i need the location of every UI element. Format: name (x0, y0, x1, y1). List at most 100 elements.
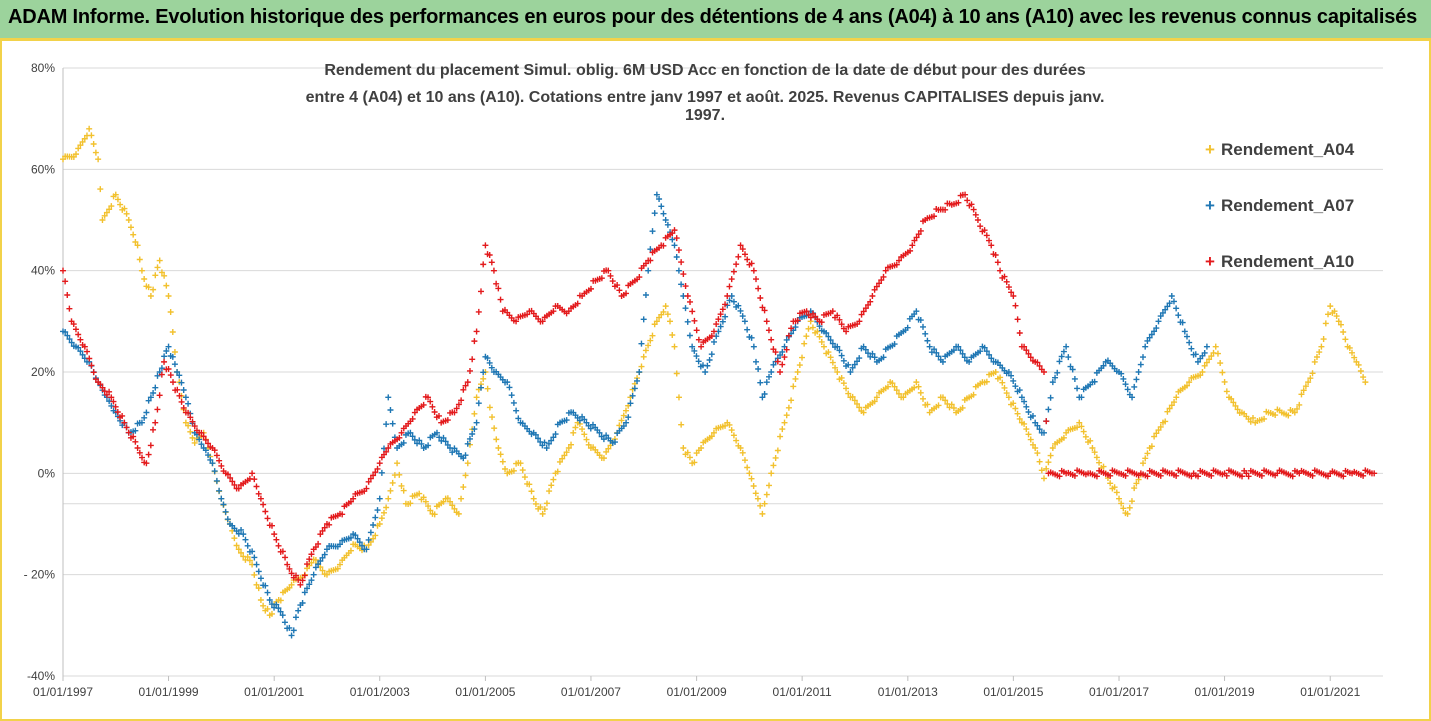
data-point (1032, 419, 1039, 426)
data-point (882, 267, 889, 274)
data-point (1232, 402, 1239, 409)
data-point (158, 371, 165, 378)
data-point (370, 472, 377, 479)
data-point (297, 581, 304, 588)
data-point (279, 548, 286, 555)
data-point (629, 392, 636, 399)
y-tick-label: 80% (31, 61, 55, 75)
data-point (506, 384, 513, 391)
data-point (1078, 394, 1085, 401)
data-point (310, 571, 317, 578)
data-point (845, 390, 852, 397)
data-point (447, 498, 454, 505)
data-point (1023, 426, 1030, 433)
data-point (744, 326, 751, 333)
data-point (156, 392, 163, 399)
data-point (838, 374, 845, 381)
data-point (1340, 329, 1347, 335)
data-point (590, 277, 597, 284)
data-point (84, 348, 91, 355)
data-point (937, 356, 944, 363)
data-point (486, 252, 493, 258)
data-point (378, 469, 385, 476)
data-point (422, 393, 429, 400)
data-point (1313, 353, 1320, 360)
data-point (365, 536, 372, 543)
data-point (416, 437, 423, 444)
y-tick-label: 40% (31, 264, 55, 278)
data-point (702, 369, 709, 375)
data-point (748, 334, 755, 341)
data-point (471, 426, 478, 433)
data-point (761, 500, 768, 507)
data-point (1355, 361, 1362, 368)
data-point (1325, 311, 1332, 318)
data-point (814, 328, 821, 335)
data-point (420, 401, 427, 408)
data-point (526, 481, 533, 488)
data-point (647, 337, 654, 344)
data-point (1113, 489, 1120, 496)
data-point (1258, 472, 1265, 479)
data-point (286, 584, 293, 591)
data-point (1153, 430, 1160, 437)
data-point (884, 383, 891, 390)
data-point (917, 227, 924, 234)
data-point (86, 125, 93, 132)
data-point (1060, 348, 1067, 355)
data-point (1170, 298, 1177, 305)
data-point (418, 440, 425, 447)
data-point (733, 261, 740, 268)
data-point (189, 418, 196, 425)
data-point (623, 290, 630, 297)
data-point (977, 348, 984, 355)
data-point (138, 267, 145, 274)
data-point (400, 439, 407, 446)
data-point (165, 293, 172, 299)
data-point (532, 431, 539, 438)
data-point (174, 369, 181, 375)
data-point (728, 276, 735, 283)
data-point (1142, 455, 1149, 462)
data-point (972, 211, 979, 218)
data-point (279, 612, 286, 619)
data-point (1305, 379, 1312, 386)
data-point (475, 400, 482, 407)
data-point (689, 343, 696, 350)
data-point (1060, 434, 1067, 441)
data-point (119, 412, 126, 419)
data-point (1056, 358, 1063, 365)
data-point (75, 145, 82, 152)
header-band (0, 0, 1431, 38)
data-point (1166, 405, 1173, 412)
data-point (482, 242, 489, 249)
data-point (429, 403, 436, 410)
data-point (510, 467, 517, 474)
data-point (117, 201, 124, 208)
data-point (136, 419, 143, 426)
data-point (898, 394, 905, 401)
data-point (1223, 388, 1230, 395)
data-point (1307, 375, 1314, 382)
data-point (238, 549, 245, 556)
data-point (167, 309, 174, 315)
data-point (559, 455, 566, 462)
data-point (251, 476, 258, 483)
data-point (678, 259, 685, 266)
data-point (114, 196, 121, 203)
data-point (977, 223, 984, 230)
data-point (1261, 415, 1268, 422)
data-point (352, 532, 359, 539)
data-point (581, 416, 588, 423)
data-point (1346, 344, 1353, 351)
data-point (471, 410, 478, 417)
data-point (607, 437, 614, 444)
data-point (180, 387, 187, 393)
x-tick-label: 01/01/2015 (983, 685, 1043, 699)
data-point (1043, 465, 1050, 472)
y-tick-label: 60% (31, 162, 55, 176)
data-point (161, 358, 168, 365)
data-point (755, 285, 762, 292)
data-point (678, 421, 685, 428)
data-point (880, 273, 887, 280)
